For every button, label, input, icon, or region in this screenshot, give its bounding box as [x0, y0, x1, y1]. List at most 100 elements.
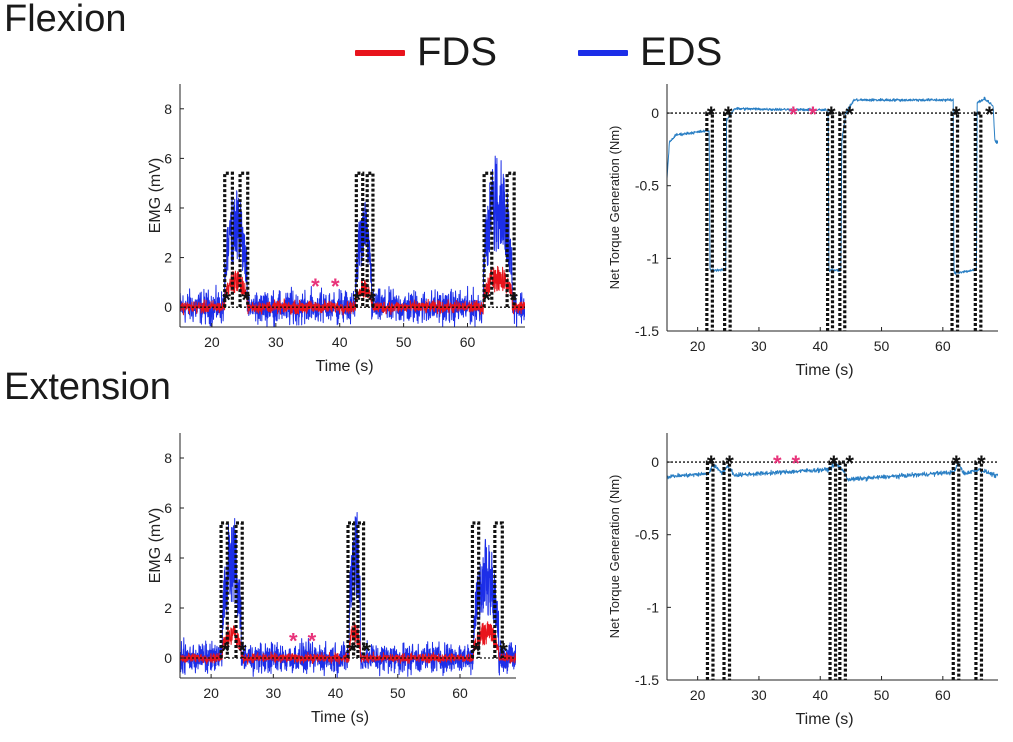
y-tick-label: 2	[164, 250, 172, 266]
event-marker-black: *	[221, 638, 230, 663]
event-marker-black: *	[367, 287, 376, 312]
x-tick-label: 60	[460, 334, 476, 350]
pulse-marker-ext-emg	[356, 521, 366, 658]
event-marker-black: *	[985, 102, 994, 127]
pulse-marker-flex-emg	[482, 171, 494, 308]
y-tick-label: -0.5	[635, 527, 659, 543]
legend-swatch-eds	[578, 50, 628, 56]
pulse-marker-flex-emg	[354, 171, 365, 308]
y-axis-label: EMG (mV)	[147, 158, 164, 234]
x-tick-label: 60	[935, 687, 951, 703]
x-axis-label: Time (s)	[795, 711, 853, 728]
event-marker-black: *	[362, 638, 371, 663]
series-torque-flex-torque	[667, 96, 998, 275]
x-tick-label: 20	[203, 685, 219, 701]
y-tick-label: 2	[164, 600, 172, 616]
x-tick-label: 60	[935, 338, 951, 354]
pulse-marker-ext-emg	[470, 521, 481, 658]
event-marker-black: *	[242, 287, 251, 312]
event-marker-black: *	[707, 451, 716, 476]
pulse-marker-flex-torque	[973, 111, 983, 331]
series-fds-ext-emg	[180, 621, 516, 665]
legend-label-eds: EDS	[640, 30, 723, 74]
series-eds-flex-emg	[180, 155, 525, 327]
event-marker-black: *	[482, 287, 491, 312]
event-marker-black: *	[977, 451, 986, 476]
pulse-marker-ext-torque	[828, 460, 838, 680]
series-torque-ext-torque	[667, 462, 998, 482]
event-marker-black: *	[952, 451, 961, 476]
pulse-marker-ext-torque	[974, 460, 984, 680]
x-axis-label: Time (s)	[311, 709, 369, 726]
y-tick-label: -0.5	[635, 178, 659, 194]
x-tick-label: 50	[396, 334, 412, 350]
pulse-marker-flex-emg	[505, 171, 516, 308]
x-tick-label: 30	[268, 334, 284, 350]
event-marker-black: *	[707, 102, 716, 127]
event-marker-black: *	[829, 451, 838, 476]
pulse-marker-ext-torque	[705, 460, 715, 680]
plot-area-ext-torque	[667, 460, 998, 680]
y-tick-label: -1.5	[635, 672, 659, 688]
y-tick-label: 6	[164, 150, 172, 166]
x-tick-label: 20	[690, 687, 706, 703]
event-marker-black: *	[724, 102, 733, 127]
y-axis-label: EMG (mV)	[147, 508, 164, 584]
pulse-marker-ext-emg	[346, 521, 356, 658]
x-axis-label: Time (s)	[315, 358, 373, 375]
event-marker-black: *	[952, 102, 961, 127]
y-tick-label: 0	[164, 299, 172, 315]
event-marker-pink: *	[311, 274, 320, 299]
legend-label-fds: FDS	[417, 30, 497, 74]
x-axis-label: Time (s)	[795, 362, 853, 379]
pulse-marker-ext-torque	[838, 460, 847, 680]
event-marker-black: *	[509, 287, 518, 312]
y-tick-label: 6	[164, 500, 172, 516]
event-marker-black: *	[725, 451, 734, 476]
pulse-marker-flex-torque	[705, 111, 714, 331]
x-tick-label: 20	[690, 338, 706, 354]
event-marker-black: *	[472, 638, 481, 663]
x-tick-label: 30	[266, 685, 282, 701]
y-tick-label: 8	[164, 101, 172, 117]
event-marker-pink: *	[773, 451, 782, 476]
event-marker-black: *	[845, 451, 854, 476]
x-tick-label: 40	[812, 687, 828, 703]
event-marker-black: *	[499, 638, 508, 663]
event-marker-pink: *	[809, 102, 818, 127]
pulse-marker-flex-emg	[365, 171, 375, 308]
event-marker-pink: *	[791, 451, 800, 476]
event-marker-black: *	[845, 102, 854, 127]
x-tick-label: 60	[452, 685, 468, 701]
x-tick-label: 40	[332, 334, 348, 350]
y-tick-label: -1	[647, 250, 660, 266]
y-axis-label: Net Torque Generation (Nm)	[607, 126, 622, 290]
legend-swatch-fds	[355, 50, 405, 56]
chart-flex-torque: * * * * * * * * 20 30 40 50 60 0 -0.5 -1 -1.5 Time (s) Net…	[607, 84, 998, 379]
pulse-marker-ext-torque	[722, 460, 732, 680]
event-marker-pink: *	[331, 274, 340, 299]
pulse-marker-flex-emg	[223, 171, 234, 308]
pulse-marker-flex-emg	[238, 171, 250, 308]
y-tick-label: 8	[164, 450, 172, 466]
plot-area-ext-emg	[180, 512, 516, 678]
plot-area-flex-torque	[667, 96, 998, 331]
event-marker-pink: *	[289, 628, 298, 653]
x-tick-label: 20	[204, 334, 220, 350]
event-marker-black: *	[222, 287, 231, 312]
x-tick-label: 50	[874, 687, 890, 703]
y-tick-label: -1.5	[635, 323, 659, 339]
x-tick-label: 50	[390, 685, 406, 701]
x-tick-label: 50	[874, 338, 890, 354]
pulse-marker-ext-emg	[234, 521, 244, 658]
y-tick-label: 4	[164, 550, 172, 566]
y-axis-label: Net Torque Generation (Nm)	[607, 475, 622, 639]
y-tick-label: 0	[164, 650, 172, 666]
pulse-marker-flex-torque	[838, 111, 847, 331]
pulse-marker-flex-torque	[950, 111, 960, 331]
pulse-marker-flex-torque	[723, 111, 732, 331]
event-marker-black: *	[238, 638, 247, 663]
x-tick-label: 30	[751, 338, 767, 354]
